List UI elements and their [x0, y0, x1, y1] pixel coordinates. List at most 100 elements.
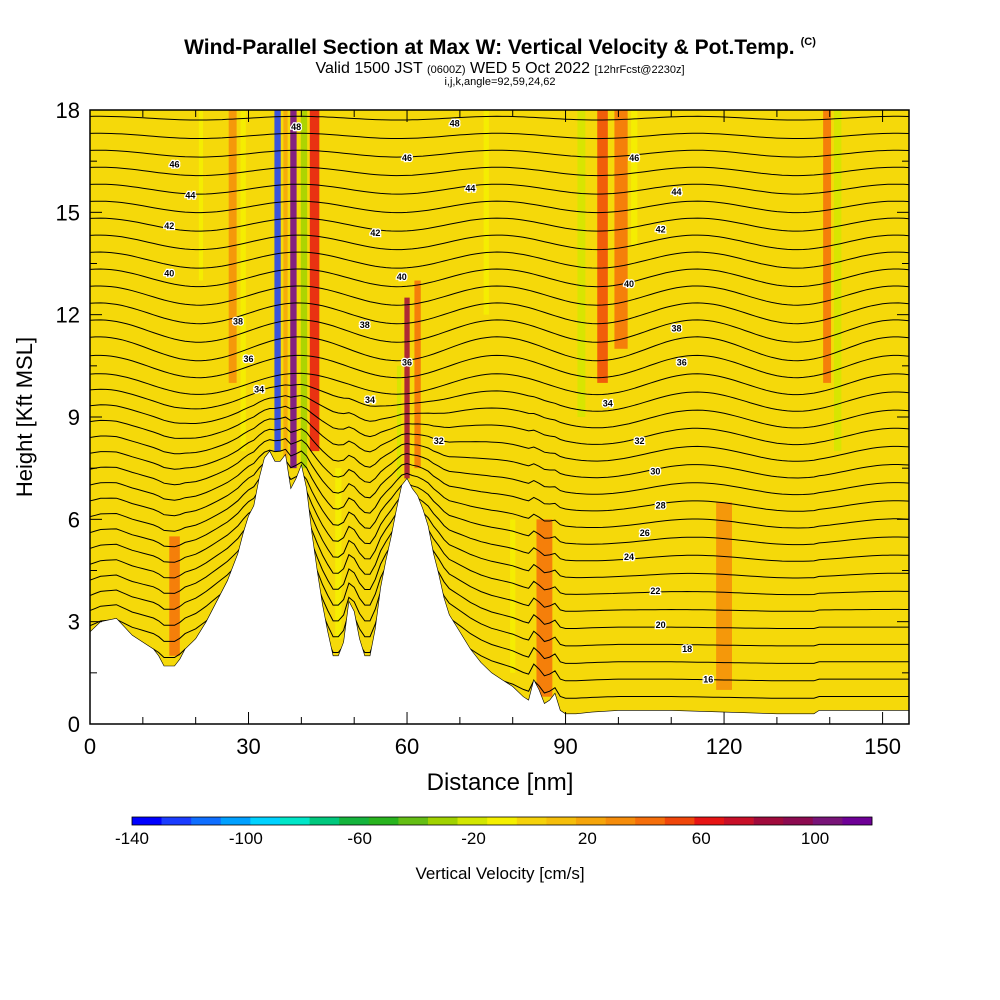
colorbar-swatch	[457, 817, 488, 825]
colorbar-swatch	[694, 817, 725, 825]
x-tick-label: 150	[864, 734, 901, 759]
isentrope-line	[90, 319, 909, 343]
isentrope-label: 46	[629, 153, 639, 163]
isentrope-label: 28	[656, 501, 666, 511]
isentrope-labels: 16 18 20 22 24 26 28 30 32 32 34 34 34 36 36 36 38 38 38 40…	[163, 117, 714, 686]
isentrope-line	[90, 285, 909, 306]
valid-date: WED 5 Oct 2022	[469, 60, 590, 77]
colorbar-tick-label: 60	[692, 829, 711, 848]
colorbar-swatch	[753, 817, 784, 825]
copyright-mark: (C)	[800, 36, 816, 48]
colorbar-swatch	[664, 817, 695, 825]
indices-line: i,j,k,angle=92,59,24,62	[444, 76, 556, 88]
forecast-info: [12hrFcst@2230z]	[594, 64, 685, 76]
x-tick-label: 90	[553, 734, 577, 759]
isentrope-label: 42	[656, 224, 666, 234]
isentrope-label: 18	[682, 644, 692, 654]
velocity-band	[716, 502, 732, 690]
x-tick-label: 60	[395, 734, 419, 759]
isentrope-line	[90, 183, 909, 195]
isentrope-line	[90, 354, 909, 379]
isentrope-label: 46	[402, 153, 412, 163]
isentrope-line	[90, 251, 909, 269]
isentrope-line	[90, 470, 909, 546]
colorbar-swatch	[812, 817, 843, 825]
terrain	[90, 450, 909, 724]
isentrope-line	[90, 480, 909, 562]
colorbar-tick-label: -60	[347, 829, 372, 848]
isentrope-label: 34	[254, 385, 264, 395]
colorbar-frame	[131, 816, 873, 826]
isentrope-line	[90, 149, 909, 158]
isentrope-line	[90, 459, 909, 529]
isentrope-label: 26	[640, 528, 650, 538]
isentrope-line	[90, 491, 909, 579]
isentrope-line	[90, 416, 909, 462]
isentrope-label: 40	[624, 279, 634, 289]
isentrope-label: 36	[677, 357, 687, 367]
isentrope-label: 40	[397, 272, 407, 282]
isentrope-label: 44	[672, 187, 682, 197]
colorbar-swatch	[842, 817, 873, 825]
colorbar-tick-label: -140	[115, 829, 149, 848]
isentrope-line	[90, 427, 909, 479]
x-axis-label: Distance [nm]	[427, 769, 574, 796]
velocity-band	[404, 297, 410, 479]
isentrope-line	[90, 268, 909, 288]
title-text: Wind-Parallel Section at Max W: Vertical…	[184, 36, 795, 59]
isentrope-label: 34	[365, 395, 375, 405]
colorbar-swatch	[191, 817, 222, 825]
isentrope-line	[90, 383, 909, 412]
colorbar-swatch	[783, 817, 814, 825]
x-tick-label: 0	[84, 734, 96, 759]
isentrope-line	[90, 200, 909, 214]
colorbar-swatch	[605, 817, 636, 825]
colorbar-swatch	[132, 817, 162, 825]
isentrope-label: 42	[164, 221, 174, 231]
velocity-band	[396, 365, 402, 479]
chart-subtitle: Valid 1500 JST (0600Z) WED 5 Oct 2022 [1…	[0, 60, 1000, 78]
colorbar-tick-label: 100	[801, 829, 829, 848]
isentrope-line	[90, 438, 909, 496]
y-tick-label: 3	[68, 610, 80, 635]
velocity-band	[510, 519, 516, 673]
velocity-band	[290, 110, 297, 469]
colorbar-tick-label: -20	[461, 829, 486, 848]
colorbar-swatch	[161, 817, 192, 825]
velocity-band	[631, 110, 638, 247]
isentrope-line	[90, 115, 909, 121]
isentrope-line	[90, 501, 909, 596]
isentrope-label: 30	[650, 467, 660, 477]
velocity-band	[597, 110, 608, 383]
colorbar-swatch	[516, 817, 547, 825]
colorbar: -140 -100 -60 -20 20 60 100	[115, 816, 873, 848]
x-tick-label: 120	[706, 734, 743, 759]
x-tick-label: 30	[236, 734, 260, 759]
velocity-band	[309, 110, 320, 452]
isentrope-label: 32	[434, 436, 444, 446]
y-tick-label: 9	[68, 405, 80, 430]
isentropes	[90, 115, 909, 699]
isentrope-label: 22	[650, 586, 660, 596]
isentrope-label: 16	[703, 675, 713, 685]
velocity-band	[577, 110, 586, 417]
velocity-band	[274, 110, 281, 452]
isentrope-line	[90, 302, 909, 325]
velocity-band	[228, 110, 237, 383]
isentrope-label: 34	[603, 398, 613, 408]
isentrope-label: 46	[170, 160, 180, 170]
isentrope-label: 42	[370, 228, 380, 238]
isentrope-line	[90, 405, 909, 446]
velocity-band	[300, 110, 308, 469]
colorbar-label: Vertical Velocity [cm/s]	[415, 864, 585, 883]
colorbar-swatch	[250, 817, 281, 825]
y-tick-label: 18	[56, 98, 80, 123]
valid-utc: (0600Z)	[426, 64, 466, 76]
isentrope-line	[90, 372, 909, 396]
plot-clip: 16 18 20 22 24 26 28 30 32 32 34 34 34 36 36 36 38 38 38 40…	[90, 110, 909, 724]
velocity-band	[283, 110, 288, 458]
isentrope-line	[90, 234, 909, 251]
velocity-band	[483, 110, 489, 315]
